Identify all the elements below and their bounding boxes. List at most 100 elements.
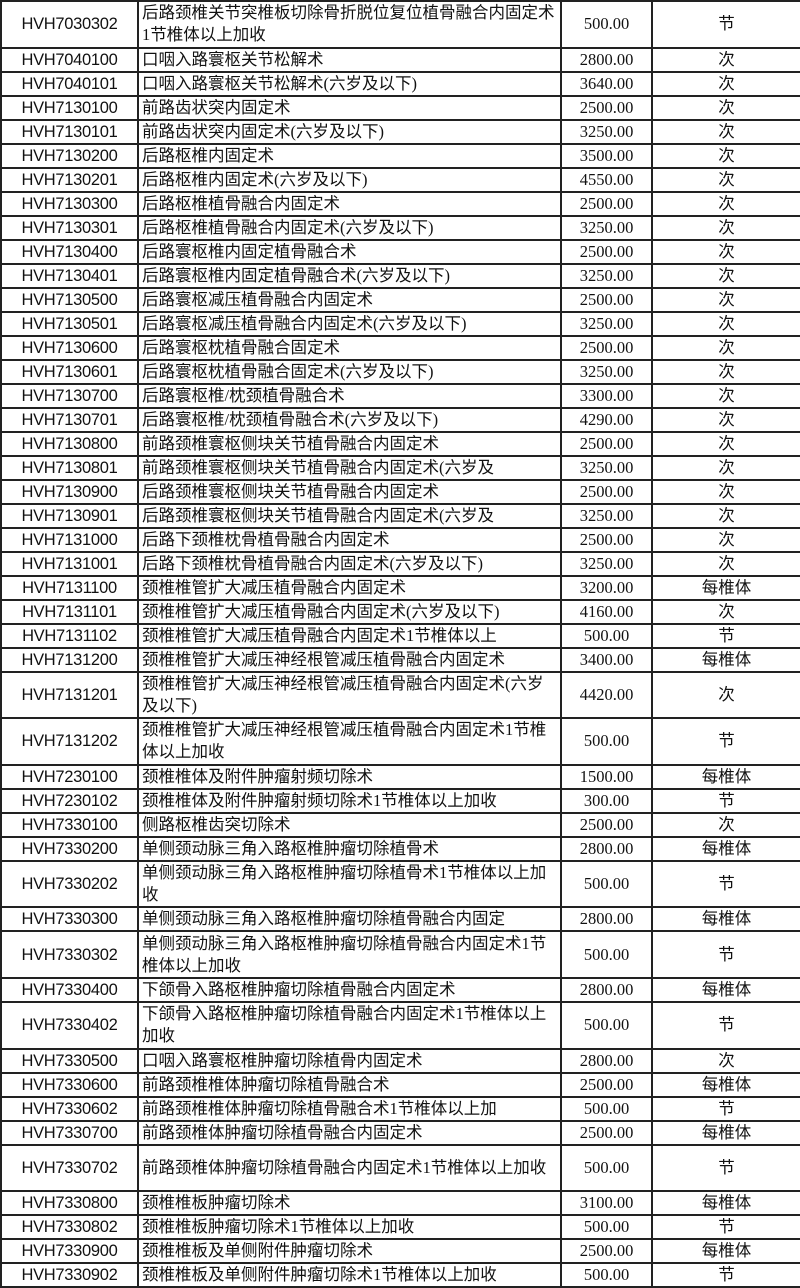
item-code: HVH7131201 [0,670,139,720]
item-unit: 次 [651,1047,800,1074]
item-name: 后路枢椎内固定术(六岁及以下) [137,166,562,193]
table-row: HVH7130401 后路寰枢椎内固定植骨融合术(六岁及以下) 3250.00 次 [0,262,800,289]
table-row: HVH7131202 颈椎椎管扩大减压神经根管减压植骨融合内固定术1节椎体以上加收… [0,717,800,766]
item-unit: 每椎体 [651,646,800,673]
item-unit: 每椎体 [651,835,800,862]
table-row: HVH7330500 口咽入路寰枢椎肿瘤切除植骨内固定术 2800.00 次 [0,1047,800,1074]
item-unit: 次 [651,382,800,409]
item-name: 单侧颈动脉三角入路枢椎肿瘤切除植骨术 [137,835,562,862]
item-price: 2500.00 [560,478,653,505]
item-unit: 每椎体 [651,763,800,790]
item-code: HVH7330100 [0,811,139,838]
item-code: HVH7130800 [0,430,139,457]
item-name: 后路寰枢减压植骨融合内固定术 [137,286,562,313]
table-row: HVH7330200 单侧颈动脉三角入路枢椎肿瘤切除植骨术 2800.00 每椎体 [0,835,800,862]
item-unit: 次 [651,94,800,121]
item-unit: 次 [651,190,800,217]
item-name: 后路下颈椎枕骨植骨融合内固定术 [137,526,562,553]
item-name: 前路齿状突内固定术 [137,94,562,121]
item-code: HVH7131100 [0,574,139,601]
table-row: HVH7131000 后路下颈椎枕骨植骨融合内固定术 2500.00 次 [0,526,800,553]
item-price: 2500.00 [560,526,653,553]
item-code: HVH7130501 [0,310,139,337]
item-name: 颈椎椎板肿瘤切除术 [137,1190,562,1217]
item-code: HVH7030302 [0,0,139,49]
item-name: 后路寰枢椎内固定植骨融合术(六岁及以下) [137,262,562,289]
item-name: 后路下颈椎枕骨植骨融合内固定术(六岁及以下) [137,550,562,577]
item-name: 单侧颈动脉三角入路枢椎肿瘤切除植骨术1节椎体以上加收 [137,859,562,909]
item-unit: 每椎体 [651,906,800,933]
item-name: 颈椎椎管扩大减压神经根管减压植骨融合内固定术 [137,646,562,673]
item-unit: 每椎体 [651,1119,800,1146]
table-row: HVH7130200 后路枢椎内固定术 3500.00 次 [0,142,800,169]
item-name: 前路颈椎寰枢侧块关节植骨融合内固定术(六岁及 [137,454,562,481]
table-row: HVH7130900 后路颈椎寰枢侧块关节植骨融合内固定术 2500.00 次 [0,478,800,505]
item-code: HVH7330402 [0,1000,139,1050]
table-row: HVH7330202 单侧颈动脉三角入路枢椎肿瘤切除植骨术1节椎体以上加收 500.… [0,859,800,909]
item-unit: 节 [651,1214,800,1241]
item-price: 500.00 [560,1214,653,1241]
item-price: 500.00 [560,1095,653,1122]
item-unit: 次 [651,310,800,337]
table-row: HVH7131102 颈椎椎管扩大减压植骨融合内固定术1节椎体以上 500.00 节 [0,622,800,649]
item-code: HVH7330602 [0,1095,139,1122]
table-row: HVH7130400 后路寰枢椎内固定植骨融合术 2500.00 次 [0,238,800,265]
table-row: HVH7130301 后路枢椎植骨融合内固定术(六岁及以下) 3250.00 次 [0,214,800,241]
item-name: 颈椎椎管扩大减压植骨融合内固定术 [137,574,562,601]
item-unit: 次 [651,406,800,433]
item-name: 前路颈椎体肿瘤切除植骨融合内固定术 [137,1119,562,1146]
item-name: 颈椎椎管扩大减压植骨融合内固定术1节椎体以上 [137,622,562,649]
item-code: HVH7040100 [0,46,139,73]
item-price: 3300.00 [560,382,653,409]
item-unit: 次 [651,358,800,385]
item-unit: 次 [651,286,800,313]
item-name: 后路枢椎植骨融合内固定术(六岁及以下) [137,214,562,241]
item-code: HVH7130301 [0,214,139,241]
item-code: HVH7130901 [0,502,139,529]
table-row: HVH7230102 颈椎椎体及附件肿瘤射频切除术1节椎体以上加收 300.00 节 [0,787,800,814]
item-name: 侧路枢椎齿突切除术 [137,811,562,838]
item-name: 口咽入路寰枢关节松解术 [137,46,562,73]
table-row: HVH7330900 颈椎椎板及单侧附件肿瘤切除术 2500.00 每椎体 [0,1238,800,1265]
item-price: 3100.00 [560,1190,653,1217]
item-price: 3400.00 [560,646,653,673]
item-price: 3250.00 [560,550,653,577]
item-price: 3500.00 [560,142,653,169]
item-price: 2500.00 [560,811,653,838]
item-price: 3250.00 [560,454,653,481]
item-name: 颈椎椎管扩大减压神经根管减压植骨融合内固定术1节椎体以上加收 [137,717,562,766]
item-code: HVH7230100 [0,763,139,790]
item-code: HVH7130201 [0,166,139,193]
item-price: 4550.00 [560,166,653,193]
item-unit: 节 [651,1000,800,1050]
item-unit: 次 [651,118,800,145]
table-row: HVH7330800 颈椎椎板肿瘤切除术 3100.00 每椎体 [0,1190,800,1217]
item-code: HVH7330300 [0,906,139,933]
item-name: 颈椎椎体及附件肿瘤射频切除术1节椎体以上加收 [137,787,562,814]
item-name: 后路寰枢枕植骨融合固定术(六岁及以下) [137,358,562,385]
table-row: HVH7330100 侧路枢椎齿突切除术 2500.00 次 [0,811,800,838]
item-unit: 每椎体 [651,1071,800,1098]
item-unit: 次 [651,811,800,838]
item-unit: 每椎体 [651,1238,800,1265]
item-name: 前路颈椎寰枢侧块关节植骨融合内固定术 [137,430,562,457]
item-code: HVH7330600 [0,1071,139,1098]
table-row: HVH7330700 前路颈椎体肿瘤切除植骨融合内固定术 2500.00 每椎体 [0,1119,800,1146]
item-code: HVH7330700 [0,1119,139,1146]
table-row: HVH7040100 口咽入路寰枢关节松解术 2800.00 次 [0,46,800,73]
item-name: 前路颈椎椎体肿瘤切除植骨融合术 [137,1071,562,1098]
item-price: 2800.00 [560,46,653,73]
item-name: 口咽入路寰枢椎肿瘤切除植骨内固定术 [137,1047,562,1074]
table-row: HVH7330300 单侧颈动脉三角入路枢椎肿瘤切除植骨融合内固定 2800.00 每… [0,906,800,933]
table-row: HVH7330600 前路颈椎椎体肿瘤切除植骨融合术 2500.00 每椎体 [0,1071,800,1098]
table-row: HVH7330902 颈椎椎板及单侧附件肿瘤切除术1节椎体以上加收 500.00 节 [0,1262,800,1288]
item-name: 口咽入路寰枢关节松解术(六岁及以下) [137,70,562,97]
item-unit: 节 [651,1262,800,1288]
item-code: HVH7131200 [0,646,139,673]
item-unit: 节 [651,787,800,814]
item-name: 颈椎椎管扩大减压植骨融合内固定术(六岁及以下) [137,598,562,625]
item-name: 颈椎椎板及单侧附件肿瘤切除术 [137,1238,562,1265]
item-price: 2500.00 [560,286,653,313]
item-name: 单侧颈动脉三角入路枢椎肿瘤切除植骨融合内固定 [137,906,562,933]
